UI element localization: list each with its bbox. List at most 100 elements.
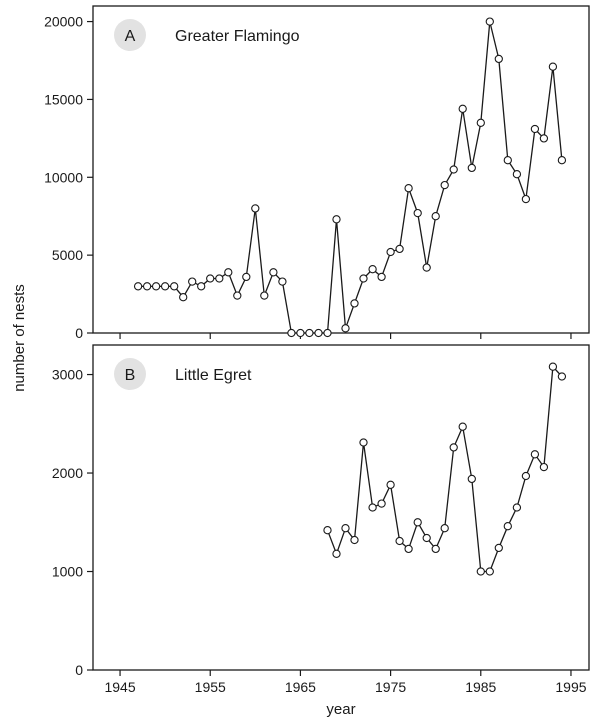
data-point: [494, 54, 503, 64]
data-point: [179, 293, 188, 302]
x-tick-label: 1975: [375, 679, 406, 695]
x-tick-label: 1945: [104, 679, 135, 695]
data-point: [467, 474, 476, 484]
y-tick-label: 2000: [52, 465, 83, 481]
data-point: [458, 422, 467, 431]
data-point: [188, 277, 197, 286]
data-point: [206, 274, 215, 283]
data-point: [557, 156, 567, 165]
data-point: [278, 277, 287, 286]
x-axis-title: year: [326, 701, 355, 718]
data-point: [395, 536, 404, 546]
data-point: [503, 522, 512, 531]
data-point: [314, 328, 323, 338]
series-line: [326, 365, 563, 573]
data-point: [431, 544, 440, 554]
data-point: [142, 282, 152, 291]
data-point: [548, 62, 558, 71]
data-point: [548, 362, 558, 371]
data-point: [341, 324, 350, 333]
y-tick-label: 20000: [44, 14, 83, 30]
data-point: [377, 499, 386, 508]
data-point: [494, 543, 503, 553]
x-tick-label: 1995: [555, 679, 586, 695]
y-tick-label: 5000: [52, 247, 83, 263]
data-point: [287, 328, 296, 338]
data-point: [133, 282, 143, 291]
data-point: [332, 215, 341, 224]
data-point: [530, 124, 540, 134]
y-tick-label: 10000: [44, 169, 83, 185]
data-point: [368, 265, 377, 274]
data-point: [260, 291, 269, 300]
y-tick-label: 15000: [44, 91, 83, 107]
y-tick-label: 0: [75, 662, 83, 678]
data-point: [476, 567, 485, 576]
data-point: [503, 156, 512, 165]
panel-badge: [114, 358, 146, 390]
data-point: [449, 165, 458, 174]
data-point: [539, 462, 549, 472]
data-point: [413, 208, 422, 218]
data-point: [521, 471, 531, 481]
data-point: [467, 163, 476, 173]
data-point: [151, 282, 161, 291]
data-point: [404, 544, 413, 554]
data-point: [305, 328, 314, 338]
data-point: [350, 299, 359, 308]
data-point: [359, 274, 368, 283]
data-point: [296, 328, 305, 338]
data-point: [323, 526, 332, 535]
panel-a: 0 5000 10000 15000 20000 A Greater Flamingo: [44, 5, 590, 341]
data-point: [215, 274, 224, 283]
y-tick-label: 3000: [52, 367, 83, 383]
data-point: [377, 272, 386, 282]
data-point: [431, 212, 440, 221]
panel-letter: B: [125, 367, 136, 384]
panel-title: Little Egret: [175, 367, 252, 384]
data-point: [530, 450, 540, 459]
y-tick-label: 1000: [52, 564, 83, 580]
data-point: [404, 184, 413, 193]
data-point: [332, 549, 341, 558]
data-point: [341, 524, 350, 533]
data-point: [521, 194, 531, 204]
data-point: [350, 535, 359, 545]
data-point: [422, 263, 431, 272]
data-point: [485, 17, 494, 26]
data-point: [413, 518, 422, 527]
data-point: [458, 104, 467, 113]
data-point: [197, 282, 206, 291]
data-point: [440, 524, 449, 533]
data-point: [242, 272, 251, 282]
panel-badge: [114, 19, 146, 51]
data-point: [269, 268, 278, 277]
x-tick-label: 1985: [465, 679, 496, 695]
panel-title: Greater Flamingo: [175, 28, 300, 45]
data-point: [449, 443, 458, 452]
data-point: [485, 567, 494, 576]
plot-frame: [92, 344, 590, 671]
data-point: [512, 170, 522, 179]
data-point: [170, 282, 179, 291]
data-point: [539, 134, 549, 143]
data-point: [160, 282, 170, 291]
panel-letter: A: [125, 28, 136, 45]
x-tick-label: 1955: [195, 679, 226, 695]
plot-frame: [92, 5, 590, 334]
data-point: [440, 180, 449, 190]
panel-b: 0 1000 2000 3000 1945 1955 1965 1975 1985 1995 B Li…: [11, 284, 590, 718]
data-point: [395, 244, 404, 254]
data-point: [233, 291, 242, 300]
data-point: [251, 204, 260, 213]
data-point: [476, 118, 485, 127]
x-tick-label: 1965: [285, 679, 316, 695]
data-point: [359, 438, 368, 447]
data-point: [386, 247, 395, 257]
data-point: [557, 372, 567, 381]
data-point: [224, 268, 233, 277]
data-point: [323, 328, 332, 338]
data-point: [422, 533, 431, 543]
